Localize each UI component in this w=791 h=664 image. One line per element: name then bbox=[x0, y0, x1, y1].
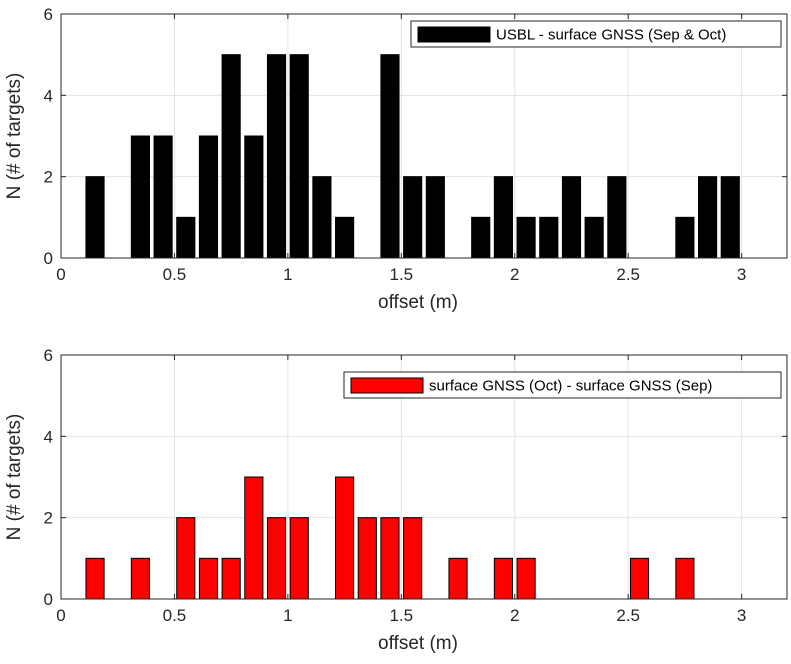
bar bbox=[629, 557, 650, 600]
y-axis-label: N (# of targets) bbox=[4, 73, 25, 200]
x-tick-label: 1.5 bbox=[389, 265, 413, 284]
x-axis-label: offset (m) bbox=[378, 292, 458, 313]
legend: surface GNSS (Oct) - surface GNSS (Sep) bbox=[343, 371, 782, 399]
bar bbox=[130, 557, 150, 600]
bar bbox=[289, 54, 309, 259]
bar bbox=[493, 557, 513, 600]
bar bbox=[561, 176, 582, 259]
bar bbox=[516, 557, 536, 600]
bar bbox=[607, 176, 627, 259]
bar bbox=[266, 517, 287, 600]
y-axis-label: N (# of targets) bbox=[4, 414, 25, 541]
bar bbox=[176, 517, 196, 600]
bar bbox=[357, 517, 377, 600]
legend: USBL - surface GNSS (Sep & Oct) bbox=[410, 20, 782, 48]
x-tick-label: 0 bbox=[56, 606, 65, 625]
bar bbox=[675, 557, 695, 600]
bar bbox=[153, 135, 173, 259]
bar bbox=[176, 216, 196, 259]
bar bbox=[584, 216, 604, 259]
y-tick-label: 0 bbox=[44, 249, 53, 268]
axes-box bbox=[60, 13, 788, 259]
y-tick-label: 6 bbox=[44, 5, 53, 24]
bar bbox=[198, 557, 219, 600]
bar bbox=[471, 216, 491, 259]
axes-box bbox=[60, 354, 788, 600]
bar bbox=[380, 54, 400, 259]
bar bbox=[698, 176, 718, 259]
bar bbox=[720, 176, 740, 259]
bar bbox=[312, 176, 332, 259]
bar bbox=[403, 517, 423, 600]
bar bbox=[244, 476, 264, 600]
y-tick-label: 0 bbox=[44, 590, 53, 609]
x-tick-label: 0.5 bbox=[163, 265, 187, 284]
x-axis-label: offset (m) bbox=[378, 633, 458, 654]
bar bbox=[289, 517, 309, 600]
x-tick-label: 0.5 bbox=[163, 606, 187, 625]
x-tick-label: 1 bbox=[283, 606, 292, 625]
y-tick-label: 2 bbox=[44, 168, 53, 187]
bar bbox=[335, 476, 355, 600]
bar bbox=[425, 176, 445, 259]
x-tick-label: 0 bbox=[56, 265, 65, 284]
legend-label: USBL - surface GNSS (Sep & Oct) bbox=[496, 27, 726, 44]
bar bbox=[266, 54, 287, 259]
x-tick-label: 1 bbox=[283, 265, 292, 284]
y-tick-label: 2 bbox=[44, 509, 53, 528]
y-tick-label: 4 bbox=[44, 427, 53, 446]
bar bbox=[516, 216, 536, 259]
bar bbox=[448, 557, 468, 600]
bar bbox=[85, 557, 105, 600]
bar bbox=[244, 135, 264, 259]
bar bbox=[85, 176, 105, 259]
bar bbox=[221, 557, 241, 600]
x-tick-label: 2.5 bbox=[616, 606, 640, 625]
x-tick-label: 2.5 bbox=[616, 265, 640, 284]
legend-swatch bbox=[350, 377, 424, 394]
histogram-surface-gnss-oct-vs-sep: 0 0.5 1 1.5 2 2.5 3 0 2 4 6 offset (m) N (# of targe… bbox=[4, 346, 788, 654]
bar bbox=[380, 517, 400, 600]
bar bbox=[335, 216, 355, 259]
bar bbox=[493, 176, 513, 259]
bar bbox=[130, 135, 150, 259]
bar bbox=[539, 216, 559, 259]
x-tick-label: 2 bbox=[510, 606, 519, 625]
legend-label: surface GNSS (Oct) - surface GNSS (Sep) bbox=[429, 378, 712, 395]
x-tick-label: 1.5 bbox=[389, 606, 413, 625]
bar bbox=[198, 135, 219, 259]
y-tick-label: 6 bbox=[44, 346, 53, 365]
x-tick-label: 3 bbox=[737, 606, 746, 625]
histogram-usbl-vs-surface-gnss: 0 0.5 1 1.5 2 2.5 3 0 2 4 6 offset (m) N (# of targe… bbox=[4, 5, 788, 313]
bar bbox=[675, 216, 695, 259]
x-tick-label: 3 bbox=[737, 265, 746, 284]
y-tick-label: 4 bbox=[44, 86, 53, 105]
x-tick-label: 2 bbox=[510, 265, 519, 284]
bar bbox=[221, 54, 241, 259]
legend-swatch bbox=[417, 26, 491, 43]
bar bbox=[403, 176, 423, 259]
